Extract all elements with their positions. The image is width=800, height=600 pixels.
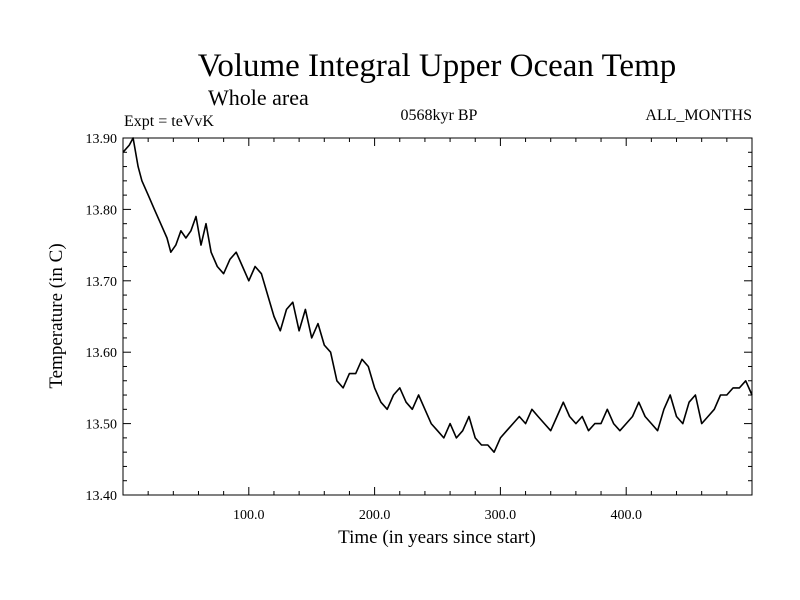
y-tick-label: 13.40 bbox=[86, 489, 118, 504]
y-tick-label: 13.70 bbox=[86, 275, 118, 290]
x-tick-label: 300.0 bbox=[485, 508, 517, 523]
months-label: ALL_MONTHS bbox=[645, 107, 752, 124]
series-line bbox=[122, 137, 753, 453]
x-tick-label: 100.0 bbox=[233, 508, 265, 523]
x-axis-ticks: 100.0 200.0 300.0 400.0 bbox=[147, 138, 728, 523]
plot-frame bbox=[122, 137, 753, 496]
x-tick-label: 400.0 bbox=[610, 508, 642, 523]
y-axis-label: Temperature (in C) bbox=[46, 243, 67, 388]
period-label: 0568kyr BP bbox=[401, 107, 478, 124]
x-tick-label: 200.0 bbox=[359, 508, 391, 523]
x-axis-label: Time (in years since start) bbox=[338, 527, 536, 548]
y-tick-label: 13.80 bbox=[86, 203, 118, 218]
chart-subtitle: Whole area bbox=[208, 85, 309, 110]
y-tick-label: 13.90 bbox=[86, 132, 118, 147]
y-tick-label: 13.50 bbox=[86, 418, 118, 433]
y-tick-label: 13.60 bbox=[86, 346, 118, 361]
y-axis-ticks: 13.40 13.50 13.60 13.70 13.80 13.90 bbox=[86, 132, 752, 504]
expt-label: Expt = teVvK bbox=[124, 113, 214, 130]
chart-title: Volume Integral Upper Ocean Temp bbox=[198, 48, 676, 84]
